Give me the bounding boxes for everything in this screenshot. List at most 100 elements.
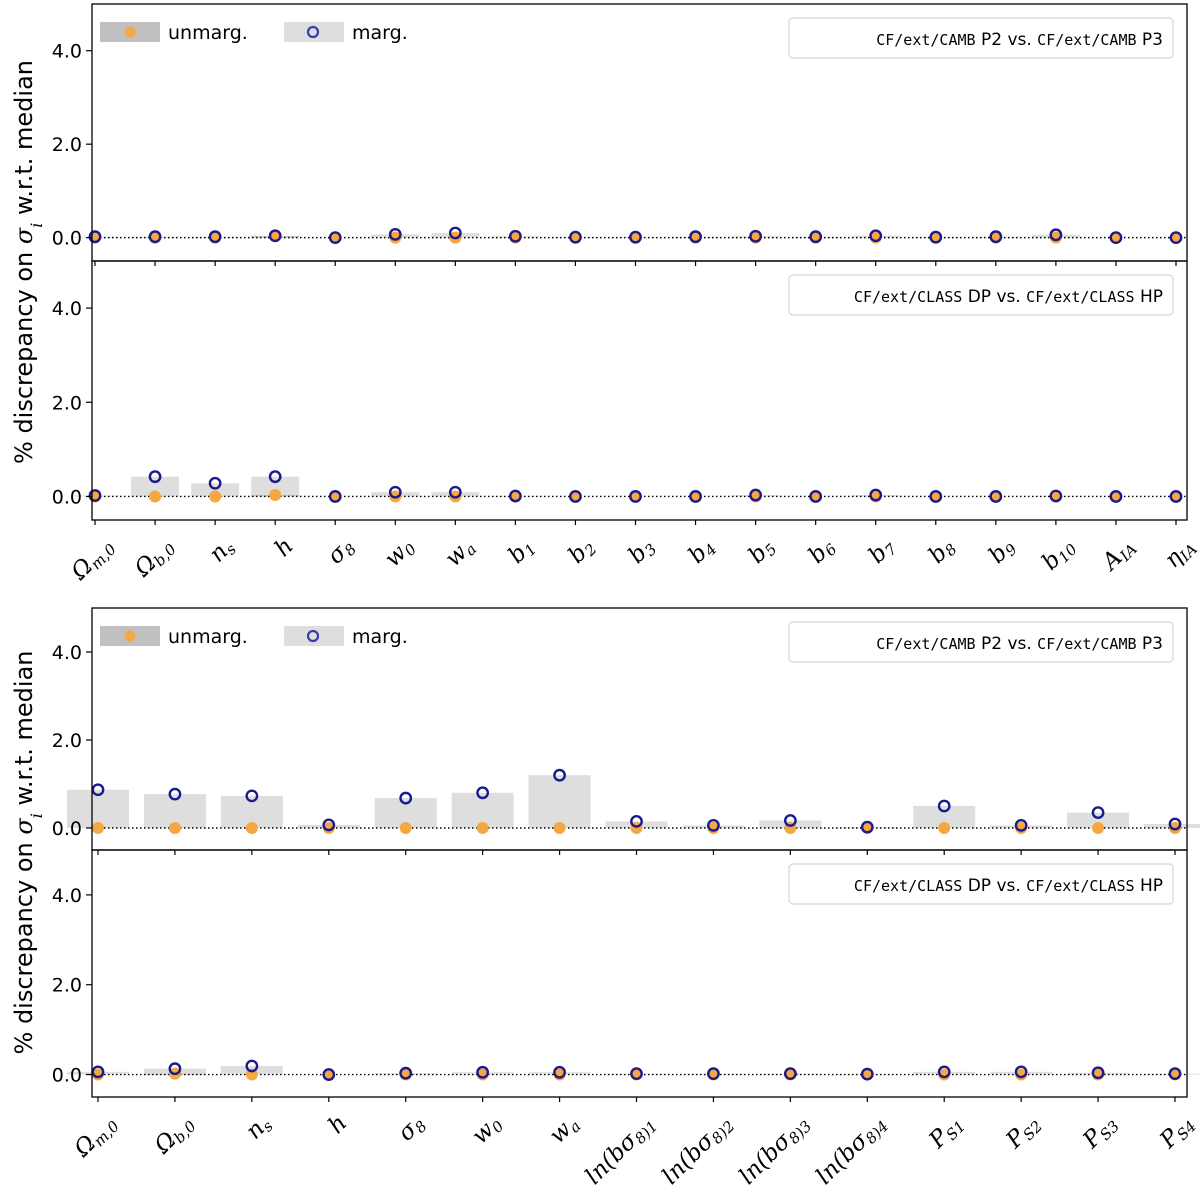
marg-point — [268, 470, 282, 484]
marg-point — [508, 229, 522, 243]
marg-point — [707, 1067, 720, 1081]
panel-0: 0.0 2.0 4.0 CF/ext/CAMB P2 vs. CF/ext/CAMB … — [52, 3, 1188, 266]
marg-point — [388, 485, 402, 499]
legend-unmarg-label: unmarg. — [168, 626, 248, 648]
panel-annotation: CF/ext/CLASS DP vs. CF/ext/CLASS HP — [788, 274, 1174, 316]
xtick-label: b4 — [684, 533, 721, 570]
marg-point — [629, 230, 642, 244]
unmarg-point — [168, 822, 181, 834]
unmarg-point — [389, 231, 402, 244]
unmarg-point — [269, 489, 282, 502]
marg-point — [168, 1062, 182, 1076]
xtick-label: b9 — [984, 533, 1021, 570]
marg-point — [399, 791, 413, 805]
legend-marg-point — [306, 629, 320, 643]
unmarg-point — [209, 490, 222, 503]
legend-marg-swatch — [284, 22, 344, 42]
xtick-label: wa — [544, 1110, 584, 1150]
marg-point — [630, 1067, 643, 1081]
xtick-label: PS1 — [924, 1110, 970, 1156]
marg-point — [707, 818, 720, 832]
marg-point — [989, 230, 1003, 244]
xtick-label: b7 — [864, 533, 901, 570]
marg-bar — [913, 806, 976, 828]
legend-marg-swatch — [284, 626, 344, 646]
marg-point — [388, 227, 402, 241]
unmarg-point — [553, 822, 566, 834]
legend: unmarg. marg. — [100, 22, 408, 44]
xtick-label: h — [270, 533, 299, 562]
unmarg-point — [92, 1068, 104, 1081]
marg-point — [989, 490, 1003, 503]
xtick-label: b10 — [1037, 533, 1081, 577]
marg-point — [809, 230, 823, 244]
annotation-box — [788, 863, 1174, 905]
xtick-label: b8 — [924, 533, 961, 570]
unmarg-point — [149, 490, 162, 503]
marg-point — [245, 789, 259, 803]
annotation-text: CF/ext/CAMB P2 vs. CF/ext/CAMB P3 — [876, 30, 1163, 50]
marg-point — [1049, 228, 1063, 242]
marg-point — [1109, 490, 1123, 503]
marg-point — [1109, 231, 1123, 245]
legend-unmarg-point — [124, 26, 136, 38]
marg-point — [553, 768, 566, 782]
xtick-label: Ωb,0 — [149, 1110, 200, 1161]
marg-bar — [1067, 812, 1130, 828]
marg-point — [1168, 817, 1182, 831]
xtick-label: b2 — [563, 533, 600, 570]
xtick-label: ns — [241, 1110, 277, 1146]
xtick-label: Ωm,0 — [66, 533, 121, 588]
unmarg-point — [1049, 231, 1062, 244]
xaxis-labels-1: Ωm,0 Ωb,0 ns h σ8 w0 waln(bσ8)1ln(bσ8)2ln(bσ8)… — [69, 1110, 1200, 1191]
ytick-label: 2.0 — [52, 730, 82, 752]
ytick-label: 0.0 — [52, 1065, 82, 1087]
unmarg-point — [476, 822, 489, 834]
xtick-label: ln(bσ8)1 — [580, 1110, 661, 1191]
marg-point — [749, 229, 763, 243]
unmarg-point — [245, 822, 258, 834]
xaxis-labels-0: Ωm,0 Ωb,0 ns h σ8 w0 wa b1 b2 b3 b4 b5 b6 b7 b8 b9 b10 AI… — [66, 533, 1200, 588]
marg-point — [630, 815, 643, 828]
marg-point — [1091, 1066, 1105, 1080]
xtick-label: ln(bσ8)4 — [811, 1110, 892, 1191]
marg-point — [448, 226, 462, 240]
panel-3: 0.0 2.0 4.0 CF/ext/CLASS DP vs. CF/ext/CLAS… — [52, 849, 1200, 1102]
marg-point — [328, 490, 342, 503]
marg-bar — [191, 483, 240, 497]
marg-bar — [131, 476, 180, 497]
marg-bar — [251, 476, 300, 497]
marg-point — [399, 1066, 413, 1080]
marg-point — [1169, 490, 1183, 503]
marg-point — [322, 818, 336, 832]
legend-unmarg-label: unmarg. — [168, 22, 248, 44]
marg-point — [1014, 818, 1028, 832]
ytick-label: 0.0 — [52, 486, 82, 508]
marg-point — [91, 783, 105, 797]
ytick-label: 2.0 — [52, 134, 82, 156]
axes-frame — [91, 260, 1188, 521]
marg-point — [91, 1065, 105, 1079]
marg-point — [869, 488, 883, 502]
panel-1: 0.0 2.0 4.0 CF/ext/CLASS DP vs. CF/ext/CLAS… — [52, 260, 1188, 525]
marg-point — [1049, 489, 1063, 503]
marg-point — [749, 488, 763, 502]
xtick-label: b6 — [804, 533, 841, 570]
marg-point — [929, 230, 943, 244]
panel-annotation: CF/ext/CAMB P2 vs. CF/ext/CAMB P3 — [788, 621, 1174, 663]
xtick-label: b5 — [744, 533, 781, 570]
marg-point — [1169, 231, 1183, 245]
xtick-label: w0 — [380, 533, 421, 574]
annotation-text: CF/ext/CAMB P2 vs. CF/ext/CAMB P3 — [876, 634, 1163, 654]
ytick-label: 0.0 — [52, 818, 82, 840]
unmarg-point — [938, 822, 951, 834]
ytick-label: 4.0 — [52, 885, 82, 907]
ytick-label: 2.0 — [52, 392, 82, 414]
axes-frame — [91, 849, 1188, 1098]
marg-point — [148, 470, 162, 484]
unmarg-point — [92, 822, 104, 834]
marg-point — [476, 786, 490, 800]
marg-point — [937, 799, 951, 813]
marg-point — [569, 230, 582, 244]
